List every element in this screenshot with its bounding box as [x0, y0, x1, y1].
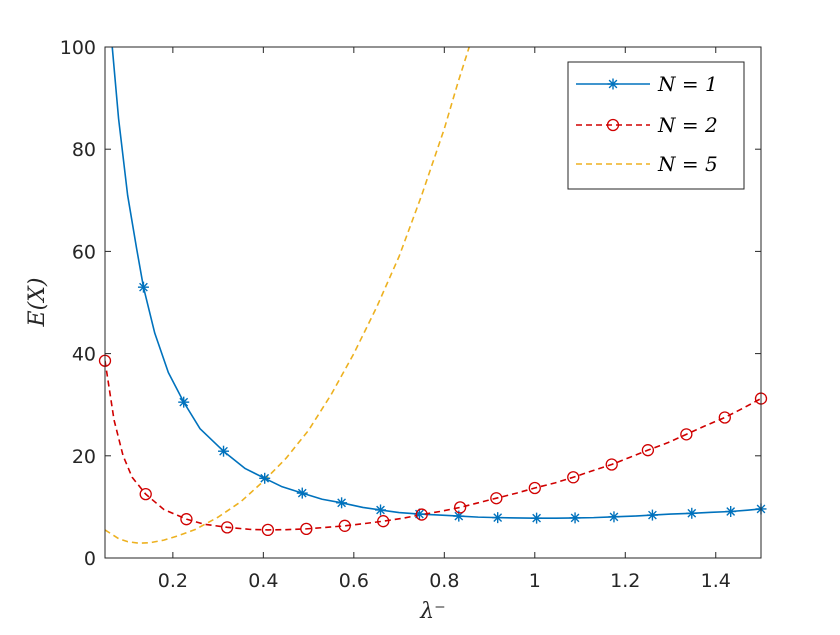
x-axis-label: λ⁻: [419, 599, 446, 624]
series-line-n-5: [105, 47, 470, 544]
data-point-n-2: [453, 501, 467, 514]
data-point-n-2: [567, 471, 580, 484]
data-point-n-2: [261, 523, 275, 537]
y-tick-label: 0: [84, 548, 96, 570]
x-tick-label: 0.4: [248, 570, 278, 592]
x-tick-label: 1.2: [610, 570, 640, 592]
data-point-n-2: [528, 481, 541, 495]
x-tick-label: 0.8: [429, 570, 459, 592]
data-point-n-1: [646, 509, 658, 521]
legend-marker-n-1: [607, 78, 619, 90]
series-line-n-2: [105, 360, 761, 531]
x-tick-label: 0.2: [158, 570, 188, 592]
y-tick-label: 60: [72, 241, 96, 263]
data-point-n-1: [375, 504, 387, 516]
x-tick-label: 0.6: [339, 570, 369, 592]
legend-label-n-1: N = 1: [657, 72, 718, 96]
data-point-n-1: [492, 512, 504, 524]
data-point-n-2: [180, 513, 193, 526]
y-axis-label: E(X): [25, 278, 50, 328]
y-tick-label: 100: [60, 37, 96, 59]
tick-layer: 0.2 0.4 0.6 0.8 1 1.2 1.4 0 20 40 60 80 100: [60, 37, 761, 592]
plot-frame: [104, 46, 762, 559]
legend-marker-n-2: [606, 118, 620, 132]
legend: N = 1 N = 2 N = 5: [567, 61, 745, 190]
data-point-n-2: [605, 458, 618, 471]
data-point-n-1: [569, 512, 581, 524]
data-point-n-1: [608, 511, 620, 523]
data-point-n-1: [336, 497, 348, 509]
y-tick-label: 40: [72, 344, 96, 366]
x-tick-label: 1.4: [701, 570, 731, 592]
data-point-n-2: [641, 444, 655, 457]
marker-layer: [98, 281, 768, 537]
x-tick-label: 1: [529, 570, 541, 592]
legend-label-n-5: N = 5: [657, 152, 718, 176]
data-point-n-2: [338, 519, 351, 532]
data-point-n-1: [137, 281, 149, 293]
data-point-n-1: [725, 505, 737, 517]
data-point-n-2: [415, 508, 428, 521]
y-tick-label: 20: [72, 446, 96, 468]
legend-label-n-2: N = 2: [657, 113, 718, 137]
data-point-n-1: [178, 396, 190, 408]
data-point-n-2: [221, 521, 234, 534]
data-point-n-2: [718, 411, 731, 424]
y-tick-label: 80: [72, 139, 96, 161]
data-point-n-1: [259, 472, 271, 484]
data-point-n-1: [531, 512, 543, 524]
data-point-n-2: [139, 487, 152, 501]
data-point-n-1: [218, 445, 230, 457]
data-point-n-1: [453, 510, 465, 522]
data-point-n-2: [680, 428, 693, 441]
data-point-n-1: [686, 507, 698, 519]
data-point-n-1: [296, 487, 308, 499]
data-point-n-2: [300, 522, 313, 536]
data-point-n-2: [377, 515, 390, 528]
data-point-n-2: [490, 492, 503, 505]
